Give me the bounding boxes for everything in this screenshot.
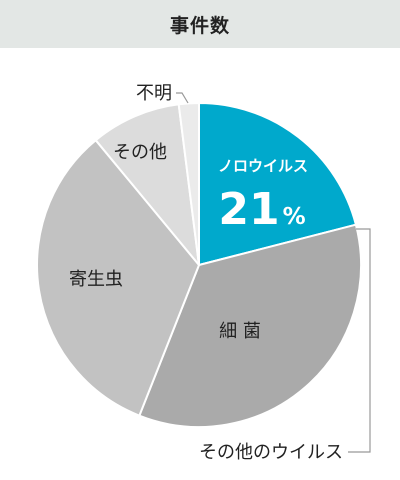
leader-line-unknown (176, 92, 189, 104)
slice-label-norovirus: ノロウイルス (218, 157, 308, 175)
pie-slice-norovirus (198, 102, 357, 266)
slice-label-other: その他 (113, 142, 167, 163)
pie-slice-bacteria (138, 223, 362, 428)
pie-slice-parasite (36, 139, 200, 417)
chart-header: 事件数 (0, 0, 400, 48)
pie-slice-other (94, 103, 200, 266)
slice-label-parasite: 寄生虫 (69, 269, 123, 290)
chart-title: 事件数 (169, 14, 230, 37)
slice-value-norovirus: 21% (218, 184, 305, 235)
pie-slice-unknown (177, 102, 200, 266)
leader-line-other-virus (348, 228, 371, 453)
slice-label-unknown: 不明 (136, 83, 172, 104)
callout-label-other-virus: その他のウイルス (199, 442, 343, 463)
slice-value-unit: % (283, 204, 306, 230)
slice-value-number: 21 (218, 184, 279, 235)
slice-label-bacteria: 細 菌 (219, 321, 261, 342)
